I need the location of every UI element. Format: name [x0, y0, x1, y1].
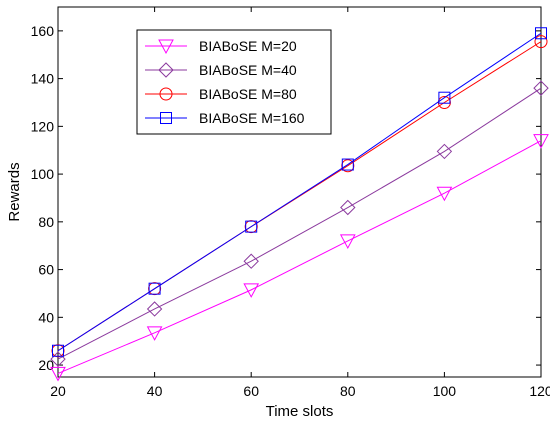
data-point-marker: [438, 91, 451, 104]
data-point-marker: [341, 158, 354, 171]
data-point-marker: [50, 366, 66, 382]
data-point-marker: [340, 199, 356, 216]
data-point-marker: [50, 351, 66, 367]
y-tick-label: 80: [38, 214, 54, 230]
x-tick-label: 40: [147, 383, 163, 399]
data-point-marker: [339, 234, 356, 249]
legend-swatch-marker: [160, 112, 172, 124]
data-point-marker: [533, 134, 549, 149]
x-axis-label: Time slots: [266, 403, 334, 420]
data-point-marker: [243, 283, 260, 298]
data-point-marker: [52, 344, 64, 357]
data-point-marker: [534, 35, 548, 49]
x-tick-label: 120: [529, 383, 550, 399]
legend-swatch-marker: [158, 39, 174, 55]
data-point-marker: [146, 301, 163, 317]
data-point-marker: [146, 326, 163, 341]
y-axis-label: Rewards: [6, 162, 23, 221]
data-point-marker: [436, 143, 453, 160]
data-point-marker: [436, 186, 453, 202]
y-tick-label: 20: [38, 357, 54, 373]
legend-entry-label: BIABoSE M=80: [199, 86, 297, 102]
y-tick-label: 60: [38, 262, 54, 278]
legend-entry-label: BIABoSE M=40: [199, 62, 297, 78]
data-point-marker: [243, 253, 259, 269]
y-tick-label: 140: [31, 71, 55, 87]
x-tick-label: 100: [433, 383, 457, 399]
y-tick-label: 40: [38, 309, 54, 325]
series-line: [57, 87, 542, 360]
y-tick-label: 160: [31, 23, 55, 39]
x-tick-label: 60: [243, 383, 259, 399]
series-line: [57, 32, 542, 352]
data-point-marker: [148, 282, 161, 295]
data-point-marker: [533, 80, 549, 96]
legend-entry-label: BIABoSE M=20: [199, 38, 297, 54]
data-point-marker: [535, 27, 547, 40]
y-tick-label: 100: [31, 166, 55, 182]
x-tick-label: 20: [50, 383, 66, 399]
series-line: [57, 140, 542, 374]
legend-entry-label: BIABoSE M=160: [199, 110, 305, 126]
legend-swatch-marker: [158, 62, 174, 78]
y-tick-label: 120: [31, 118, 55, 134]
data-point-marker: [245, 220, 258, 233]
x-tick-label: 80: [340, 383, 356, 399]
legend-swatch-marker: [159, 87, 173, 101]
